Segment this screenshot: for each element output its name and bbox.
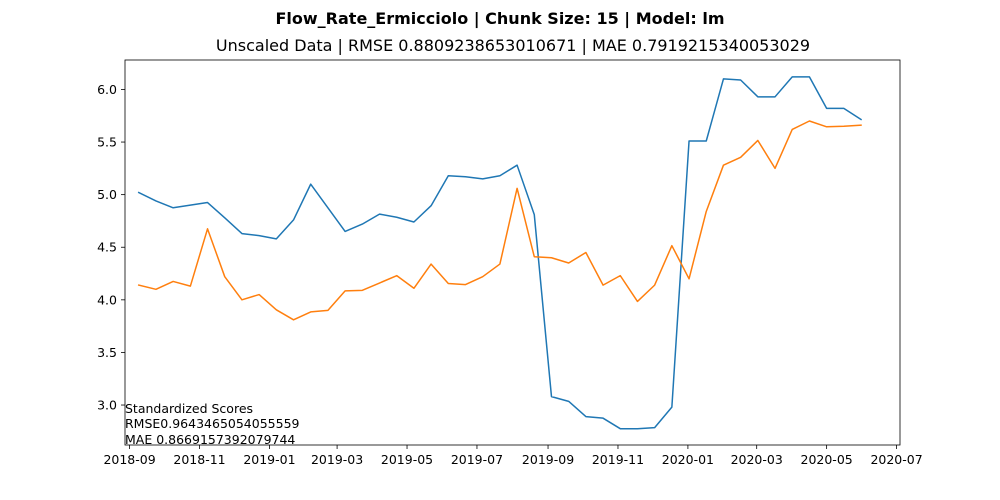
x-tick-label: 2018-09 (103, 452, 155, 467)
annotation-line-1: Standardized Scores (125, 401, 253, 416)
y-tick-label: 4.0 (97, 292, 117, 307)
plot-frame (124, 59, 901, 446)
x-tick-label: 2018-11 (173, 452, 225, 467)
x-tick-label: 2020-07 (870, 452, 922, 467)
x-tick-label: 2019-03 (311, 452, 363, 467)
x-tick-label: 2020-01 (662, 452, 714, 467)
x-tick-label: 2019-09 (522, 452, 574, 467)
annotation-line-2: RMSE0.9643465054055559 (125, 416, 300, 431)
y-tick-label: 4.5 (97, 240, 117, 255)
x-tick-label: 2019-07 (451, 452, 503, 467)
series-line-2 (137, 120, 862, 321)
x-tick-label: 2020-03 (731, 452, 783, 467)
chart-title: Flow_Rate_Ermicciolo | Chunk Size: 15 | … (275, 9, 724, 29)
x-tick-label: 2020-05 (801, 452, 853, 467)
annotation-line-3: MAE 0.8669157392079744 (125, 432, 295, 447)
x-tick-label: 2019-11 (592, 452, 644, 467)
x-tick-label: 2019-01 (243, 452, 295, 467)
series-line-1 (137, 76, 863, 430)
x-tick-label: 2019-05 (381, 452, 433, 467)
y-tick-label: 6.0 (97, 82, 117, 97)
y-tick-label: 3.0 (97, 398, 117, 413)
y-tick-label: 5.0 (97, 187, 117, 202)
y-tick-label: 3.5 (97, 345, 117, 360)
chart-subtitle: Unscaled Data | RMSE 0.8809238653010671 … (216, 36, 810, 55)
y-tick-label: 5.5 (97, 135, 117, 150)
